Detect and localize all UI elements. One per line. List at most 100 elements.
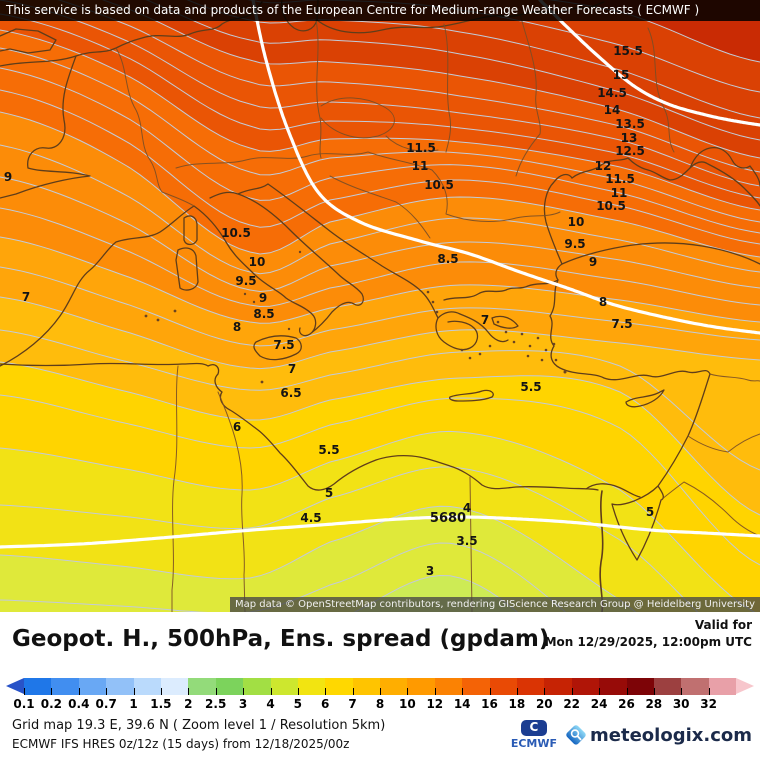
- contour-label: 13.5: [615, 117, 645, 131]
- scale-segment: [133, 678, 161, 695]
- disclaimer-text: This service is based on data and produc…: [6, 3, 700, 17]
- spread-contour: [0, 111, 760, 258]
- spread-contour: [186, 0, 760, 119]
- spread-contour: [0, 466, 699, 612]
- contour-label: 11: [412, 159, 429, 173]
- valid-time-block: Valid for Mon 12/29/2025, 12:00pm UTC: [545, 618, 752, 649]
- scale-segment: [653, 678, 682, 695]
- contour-label: 5.5: [318, 443, 339, 457]
- coast-england: [0, 28, 57, 54]
- contour-label: 15: [613, 68, 630, 82]
- contour-value-labels: 15.51514.51413.51312.51211.51110.51011.5…: [4, 44, 654, 578]
- contour-label: 4: [463, 501, 471, 515]
- contour-label: 11.5: [605, 172, 635, 186]
- coastlines-and-borders: [0, 0, 760, 612]
- spread-contour: [0, 236, 760, 324]
- scale-segment: [243, 678, 271, 695]
- coast-france-biscay: [0, 55, 91, 199]
- scale-tick: [407, 688, 409, 695]
- scale-tick: [599, 688, 601, 695]
- coast-evia: [491, 315, 519, 329]
- model-run-line: ECMWF IFS HRES 0z/12z (15 days) from 12/…: [12, 737, 350, 751]
- scale-tick: [434, 688, 436, 695]
- map-canvas[interactable]: 15.5 15 14.5 14 13.5 13 12.5 12 11.5 11 10.5 10 11.5…: [0, 0, 760, 612]
- contour-label: 9.5: [235, 274, 256, 288]
- ecmwf-disclaimer-bar: This service is based on data and produc…: [0, 0, 760, 21]
- contour-label: 12: [595, 159, 612, 173]
- contour-label: 11: [611, 186, 628, 200]
- scale-segment: [78, 678, 107, 695]
- scale-tick: [708, 688, 710, 695]
- height-value-label: 5680: [430, 511, 466, 526]
- coast-italy: [193, 183, 364, 337]
- spread-contour: [0, 67, 760, 234]
- spread-band: [0, 362, 760, 612]
- scale-segment: [626, 678, 654, 695]
- scale-tick: [380, 688, 381, 695]
- scale-tick-label: 22: [563, 697, 581, 711]
- island-dots: [144, 250, 567, 384]
- scale-tick-label: 24: [590, 697, 608, 711]
- scale-tick: [626, 688, 628, 695]
- spread-band: [0, 112, 760, 324]
- scale-segment: [571, 678, 600, 695]
- scale-tick: [24, 688, 25, 695]
- contour-label: 7.5: [273, 338, 294, 352]
- contour-label: 14: [604, 103, 621, 117]
- scale-tick: [352, 688, 354, 695]
- geopotential-height-lines: [0, 0, 760, 547]
- height-contour-white-line: [0, 515, 760, 549]
- contour-label: 10.5: [596, 199, 626, 213]
- scale-segment: [24, 678, 52, 695]
- valid-time: Mon 12/29/2025, 12:00pm UTC: [544, 635, 752, 649]
- scale-segment: [380, 678, 408, 695]
- scale-segment: [708, 678, 737, 695]
- scale-tick-label: 20: [535, 697, 553, 711]
- contour-label: 10.5: [221, 226, 251, 240]
- contour-label: 9: [259, 291, 267, 305]
- contour-label: 6: [233, 420, 241, 434]
- scale-tick-label: 28: [645, 697, 663, 711]
- contour-label: 5.5: [520, 380, 541, 394]
- contour-label: 7.5: [611, 317, 632, 331]
- coast-sicily: [253, 335, 302, 361]
- scale-tick-label: 1: [129, 697, 138, 711]
- attribution-text: Map data © OpenStreetMap contributors, r…: [235, 599, 755, 610]
- scale-tick-label: 1.5: [150, 697, 172, 711]
- contour-label: 10.5: [424, 178, 454, 192]
- contour-label: 10: [568, 215, 585, 229]
- coast-turkey: [543, 173, 711, 381]
- scale-segment: [462, 678, 490, 695]
- scale-tick: [516, 688, 518, 695]
- scale-tick: [51, 688, 53, 695]
- scale-segment: [188, 678, 216, 695]
- scale-segment: [160, 678, 189, 695]
- contour-label: 3: [426, 564, 434, 578]
- contour-label: 8: [233, 320, 241, 334]
- spread-contour: [0, 430, 756, 612]
- coast-cyprus: [625, 389, 665, 408]
- ecmwf-logo-label: ECMWF: [510, 737, 558, 750]
- valid-for-label: Valid for: [694, 618, 752, 632]
- scale-tick-label: 18: [508, 697, 526, 711]
- scale-tick: [78, 688, 80, 695]
- coast-corsica: [183, 215, 198, 246]
- scale-tick: [270, 688, 272, 695]
- height-contour-white-line: [251, 0, 760, 335]
- scale-tick: [106, 688, 108, 695]
- scale-tick-label: 0.4: [68, 697, 90, 711]
- spread-contour: [0, 144, 760, 275]
- scale-segment: [681, 678, 709, 695]
- scale-segment: [297, 678, 326, 695]
- geopotential-spread-map[interactable]: 15.51514.51413.51312.51211.51110.51011.5…: [0, 0, 760, 612]
- scale-segment: [517, 678, 545, 695]
- meteologix-logo[interactable]: meteologix.com: [565, 722, 752, 748]
- spread-band: [0, 237, 760, 369]
- ecmwf-logo[interactable]: C ECMWF: [511, 720, 557, 750]
- contour-label: 8.5: [253, 307, 274, 321]
- spread-contour: [0, 361, 760, 516]
- scale-tick-label: 8: [375, 697, 385, 711]
- contour-label: 10: [249, 255, 266, 269]
- spread-band: [0, 297, 760, 515]
